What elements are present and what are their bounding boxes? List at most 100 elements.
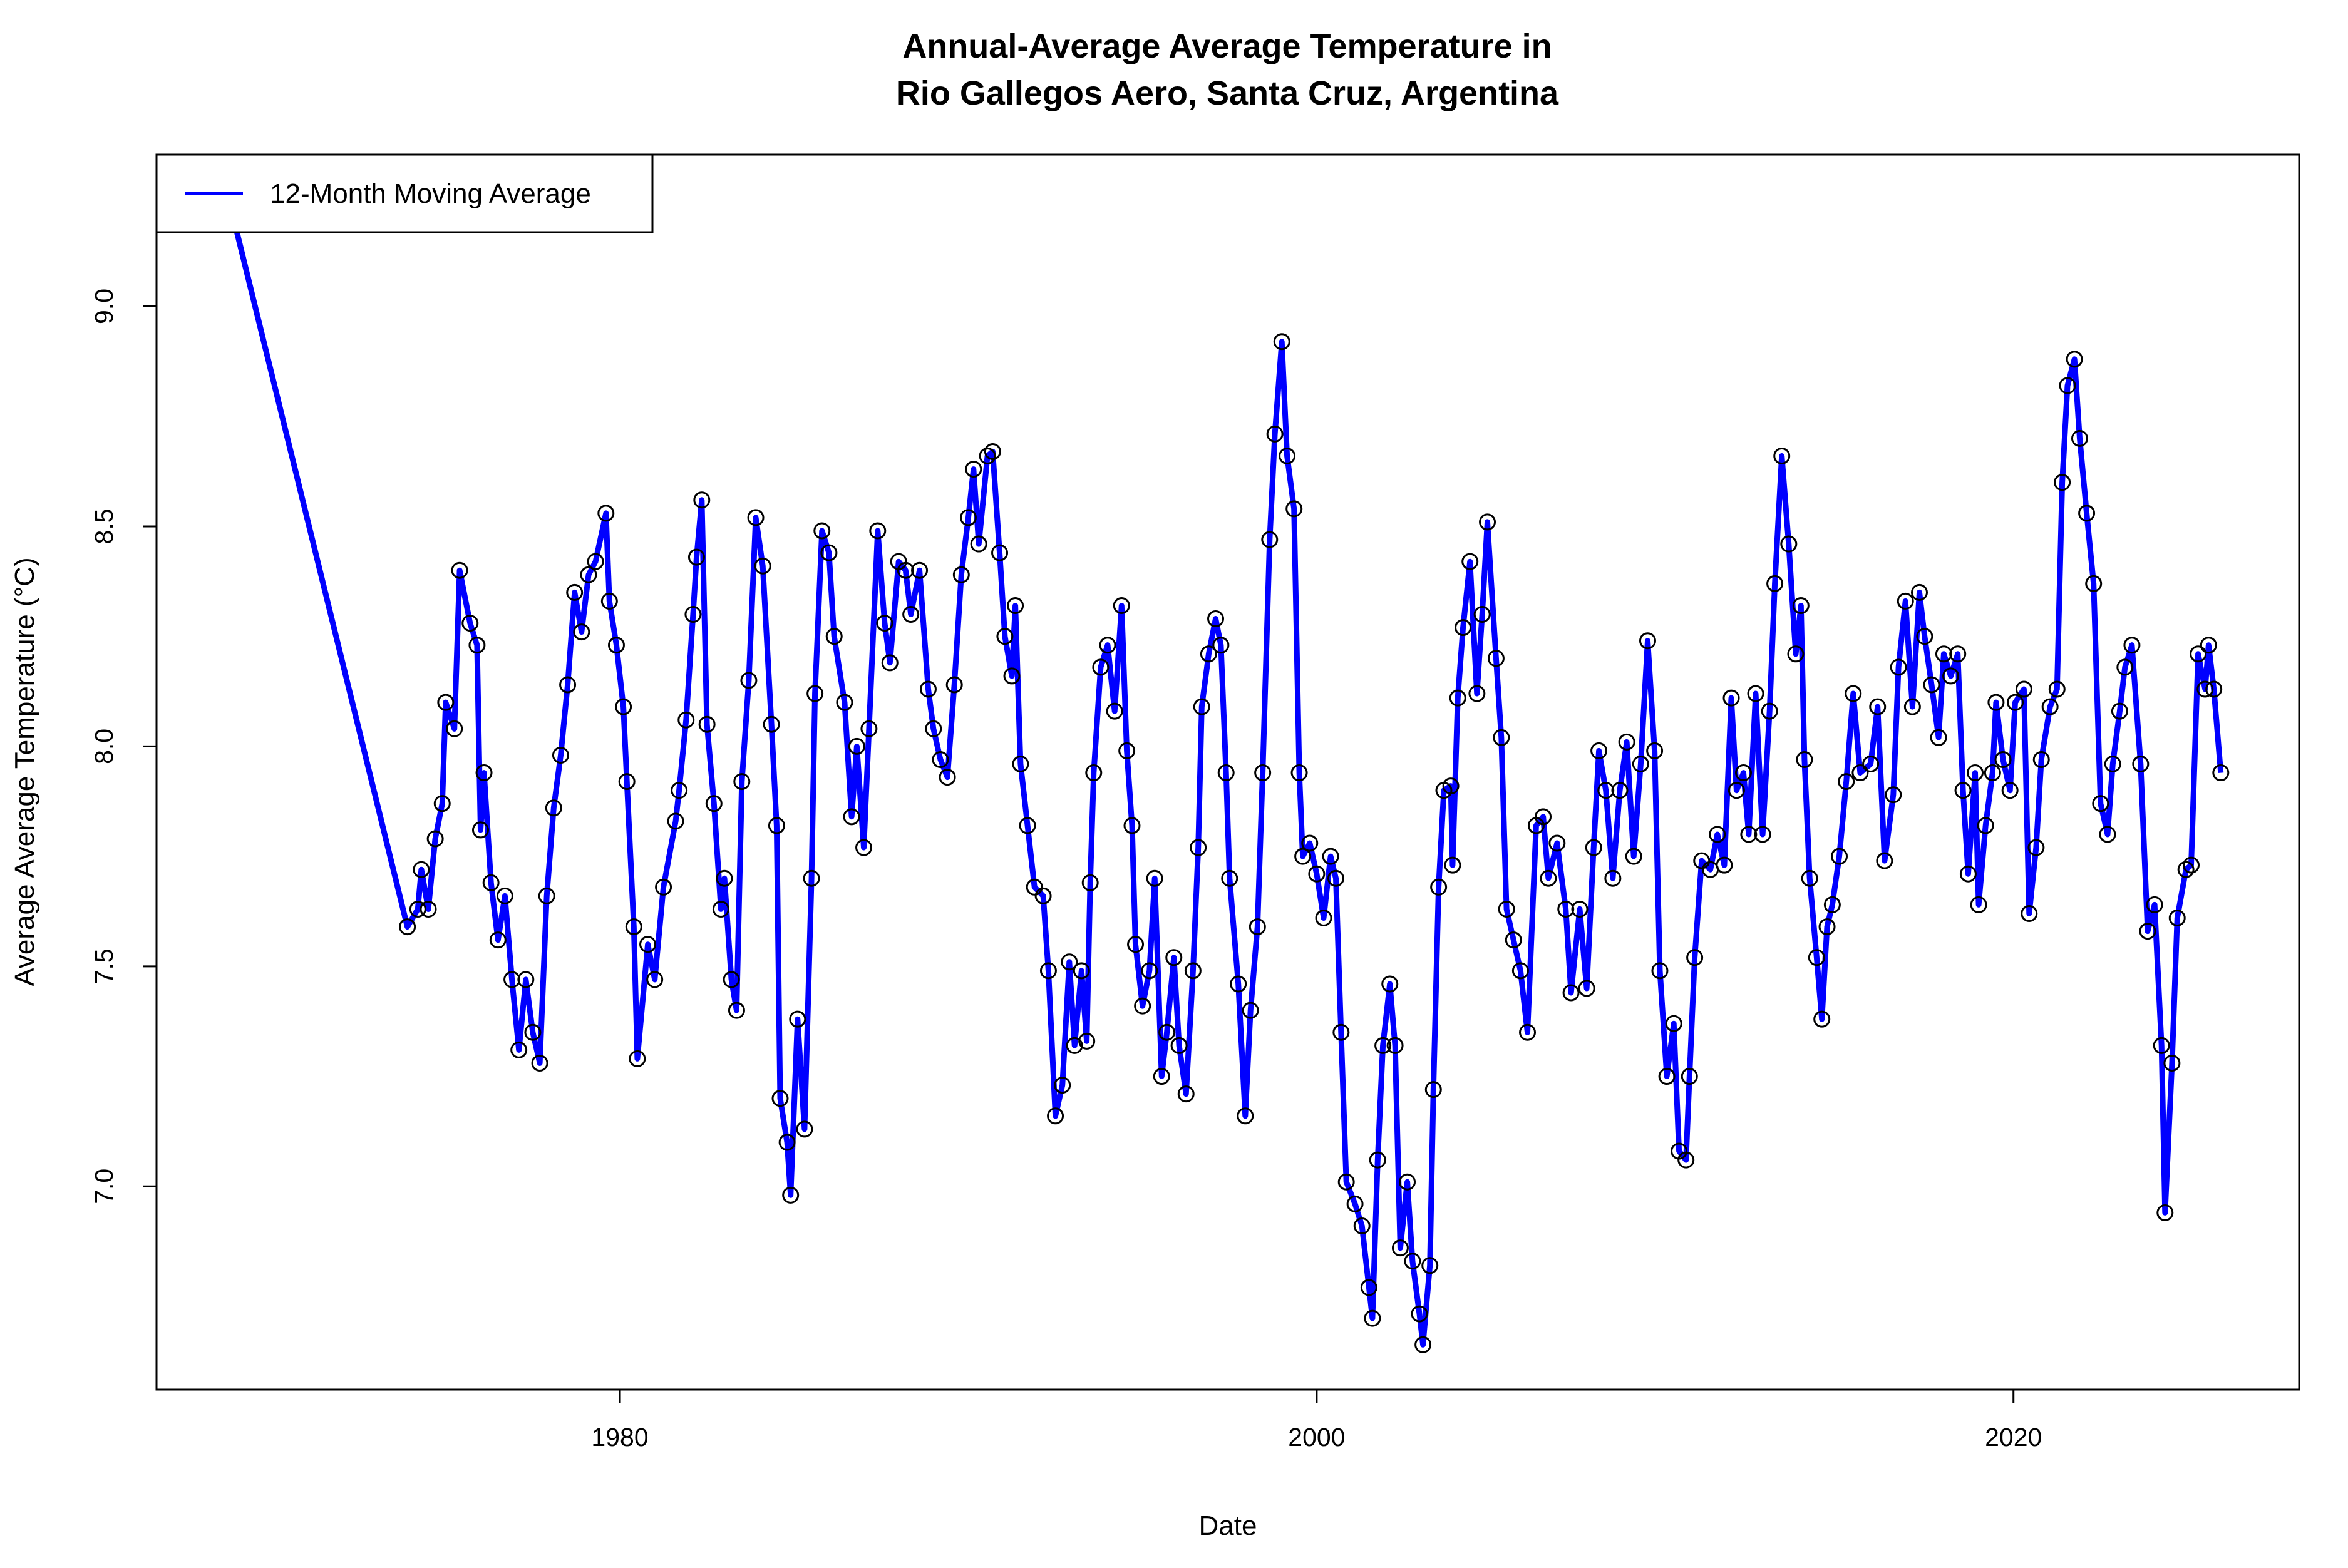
data-point [2146, 896, 2163, 913]
data-point [1831, 848, 1848, 865]
data-point [607, 637, 625, 654]
data-point [471, 821, 489, 839]
data-point [855, 839, 873, 856]
data-point [1665, 1015, 1682, 1032]
data-point [566, 583, 584, 601]
data-point [1066, 1037, 1083, 1054]
data-point [587, 553, 604, 570]
data-point [970, 535, 987, 553]
data-point [489, 931, 507, 949]
data-point [1876, 852, 1893, 869]
data-point [1658, 1068, 1676, 1085]
data-point [437, 694, 455, 711]
data-point [1399, 1173, 1416, 1191]
data-point [2041, 698, 2059, 715]
data-point [1747, 685, 1764, 702]
data-point [1735, 764, 1753, 782]
data-point [754, 557, 771, 575]
data-point [2054, 474, 2071, 491]
data-point [573, 623, 590, 641]
data-point [677, 711, 695, 729]
data-point [965, 461, 982, 478]
data-point [1897, 592, 1914, 610]
data-point [2183, 856, 2200, 874]
data-point [1346, 1195, 1364, 1212]
data-point [1411, 1305, 1428, 1323]
data-point [1604, 869, 1622, 887]
data-point [2156, 1204, 2174, 1221]
data-point [1984, 764, 2001, 782]
data-point [1353, 1217, 1371, 1235]
data-point [1562, 984, 1580, 1002]
data-point [796, 1120, 813, 1138]
data-point [1034, 887, 1052, 904]
data-point [1578, 980, 1595, 997]
data-point [1869, 698, 1887, 715]
data-point [2001, 782, 2019, 799]
data-point [782, 1186, 800, 1204]
data-point [2132, 755, 2150, 772]
y-tick-label: 9.0 [90, 289, 118, 324]
data-point [1369, 1151, 1386, 1169]
data-point [1177, 1085, 1195, 1103]
y-tick-label: 7.5 [90, 948, 118, 984]
data-point [952, 566, 970, 583]
data-point [646, 971, 664, 988]
data-point [409, 900, 426, 918]
data-point [2116, 658, 2134, 676]
data-point [552, 746, 569, 764]
data-point [671, 782, 688, 799]
x-tick-label: 2000 [1288, 1423, 1345, 1452]
data-point [1838, 773, 1855, 791]
data-point [1693, 852, 1711, 869]
data-point [1813, 1010, 1831, 1028]
data-point [919, 680, 937, 698]
data-point [1987, 694, 2005, 711]
data-point [1421, 1257, 1439, 1274]
data-point [996, 628, 1014, 645]
data-point [1430, 878, 1448, 896]
data-point [1217, 764, 1235, 782]
data-point [1279, 447, 1296, 464]
data-point [1590, 742, 1608, 759]
data-point [747, 509, 765, 526]
data-point [1442, 777, 1460, 795]
data-point [1903, 698, 1921, 715]
data-point [1479, 513, 1496, 531]
data-point [728, 1002, 745, 1019]
data-point [1548, 834, 1566, 852]
data-point [1158, 1023, 1176, 1041]
data-point [517, 971, 535, 988]
data-point [1473, 606, 1491, 623]
data-point [813, 522, 831, 540]
data-point [945, 676, 963, 694]
data-point [1449, 689, 1466, 707]
data-point [1360, 1279, 1377, 1296]
data-point [1557, 900, 1575, 918]
x-tick-label: 1980 [591, 1423, 648, 1452]
data-point [902, 606, 920, 623]
data-point [1487, 650, 1505, 667]
data-point [1285, 500, 1303, 518]
data-point [2153, 1037, 2170, 1054]
y-tick-label: 8.5 [90, 508, 118, 544]
data-point [2104, 755, 2121, 772]
data-point [1498, 900, 1515, 918]
data-point [1026, 878, 1043, 896]
data-point [848, 737, 865, 755]
data-point [618, 773, 636, 791]
data-point [1118, 742, 1136, 759]
data-point [655, 878, 672, 896]
data-point [1845, 685, 1862, 702]
data-point [1391, 1239, 1409, 1257]
data-point [531, 1054, 548, 1072]
data-point [1123, 817, 1141, 834]
data-point [580, 566, 597, 583]
data-point [1949, 645, 1967, 663]
data-point [684, 606, 702, 623]
data-point [2048, 680, 2066, 698]
data-point [1851, 764, 1869, 782]
x-tick-label: 2020 [1985, 1423, 2042, 1452]
y-tick-label: 8.0 [90, 729, 118, 764]
data-point [1249, 918, 1266, 936]
